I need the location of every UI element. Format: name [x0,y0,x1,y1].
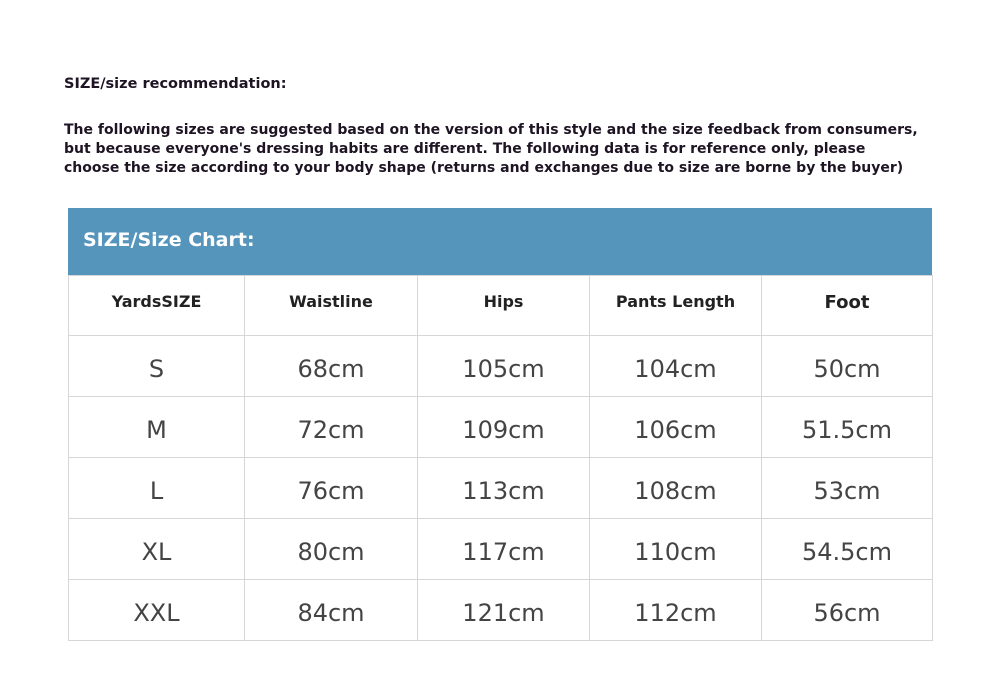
table-cell: 51.5cm [761,396,933,458]
table-cell: 112cm [589,579,762,641]
header-row: YardsSIZE Waistline Hips Pants Length Foot [68,275,933,336]
table-cell: 113cm [417,457,590,519]
table-cell: 104cm [589,335,762,397]
column-header: Foot [761,275,933,336]
table-row: XXL 84cm 121cm 112cm 56cm [68,579,933,641]
table-cell: 105cm [417,335,590,397]
column-header: Waistline [244,275,418,336]
column-header: Hips [417,275,590,336]
table-cell: 53cm [761,457,933,519]
table-cell: 50cm [761,335,933,397]
table-cell: 72cm [244,396,418,458]
note-line: but because everyone's dressing habits a… [64,141,866,157]
table-cell: 80cm [244,518,418,580]
page-title: SIZE/size recommendation: [64,76,287,92]
table-cell: 56cm [761,579,933,641]
table-row: XL 80cm 117cm 110cm 54.5cm [68,518,933,580]
table-cell: 117cm [417,518,590,580]
column-header: Pants Length [589,275,762,336]
size-table: YardsSIZE Waistline Hips Pants Length Foot S 6… [68,275,933,641]
table-cell: 121cm [417,579,590,641]
table-cell: M [68,396,245,458]
table-cell: 68cm [244,335,418,397]
table-cell: 84cm [244,579,418,641]
table-cell: L [68,457,245,519]
table-cell: 106cm [589,396,762,458]
note-line: choose the size according to your body s… [64,160,904,176]
table-cell: 109cm [417,396,590,458]
table-row: L 76cm 113cm 108cm 53cm [68,457,933,519]
table-row: M 72cm 109cm 106cm 51.5cm [68,396,933,458]
size-note: The following sizes are suggested based … [64,121,918,178]
table-cell: 54.5cm [761,518,933,580]
note-line: The following sizes are suggested based … [64,122,918,138]
size-chart: SIZE/Size Chart: YardsSIZE Waistline Hips P… [68,208,933,641]
table-cell: 108cm [589,457,762,519]
table-cell: S [68,335,245,397]
column-header: YardsSIZE [68,275,245,336]
table-row: S 68cm 105cm 104cm 50cm [68,335,933,397]
table-cell: 110cm [589,518,762,580]
table-cell: XL [68,518,245,580]
table-cell: 76cm [244,457,418,519]
table-cell: XXL [68,579,245,641]
size-chart-heading: SIZE/Size Chart: [68,208,932,275]
